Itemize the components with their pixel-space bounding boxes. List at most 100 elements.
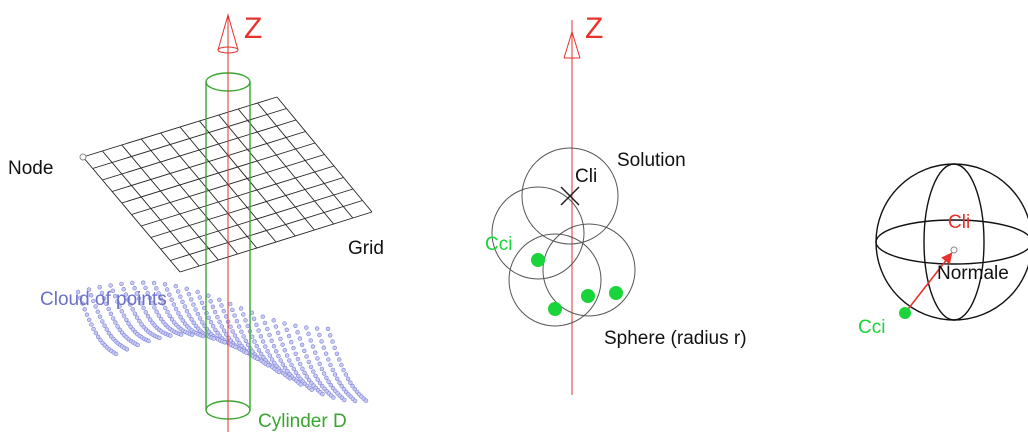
cloud-point (304, 354, 309, 359)
cloud-point (197, 295, 203, 300)
cloud-point (211, 336, 217, 341)
cloud-point (89, 322, 94, 327)
cloud-point (314, 326, 320, 331)
cloud-point (157, 335, 162, 341)
grid-line (141, 165, 335, 227)
cloud-point (148, 317, 153, 322)
cloud-point (345, 376, 351, 381)
cloud-point (165, 287, 170, 292)
cloud-point (152, 305, 157, 310)
cloud-point (317, 332, 322, 338)
cloud-point (162, 282, 168, 287)
cloud-point (334, 351, 340, 356)
cloud-point (228, 324, 233, 329)
cloud-point (273, 324, 279, 329)
cloud-point (306, 359, 311, 365)
z-axis-1 (217, 13, 239, 432)
cloud-point (339, 383, 344, 389)
cloud-point (271, 344, 277, 349)
solution-cross (560, 186, 580, 206)
point-cloud (75, 280, 369, 404)
cloud-point (350, 383, 355, 389)
cloud-point (323, 351, 329, 356)
cloud-point (182, 304, 188, 309)
cloud-point (308, 364, 314, 370)
cloud-point (332, 372, 338, 377)
cloud-point (259, 351, 264, 357)
cloud-point (195, 289, 200, 295)
cloud-point (267, 353, 272, 358)
cloud-point (106, 306, 111, 312)
sphere-solution (521, 147, 619, 245)
grid-line (257, 102, 354, 219)
cloud-point (158, 316, 164, 322)
cloud-point (206, 315, 211, 320)
spheres (491, 147, 636, 327)
cloud-point (113, 351, 119, 357)
cloud-point (282, 348, 287, 353)
cloud-point (313, 350, 318, 355)
cloud-point (278, 358, 283, 363)
cloud-point (230, 307, 235, 313)
cloud-point (276, 353, 281, 359)
cloud-point (233, 344, 238, 350)
cloud-point (208, 320, 214, 325)
cloud-point (179, 332, 184, 337)
cloud-point (324, 375, 329, 380)
cloud-point (132, 311, 138, 316)
cloud-point (97, 285, 102, 290)
cloud-point (178, 294, 183, 299)
cloud-point (271, 318, 276, 323)
cloud-point (108, 283, 113, 288)
cloud-point (82, 307, 87, 312)
cloud-point (117, 327, 123, 332)
cloud-point (123, 292, 129, 297)
cloud-point (267, 332, 272, 338)
cloud-point (121, 313, 127, 318)
cci-point (899, 307, 911, 319)
cloud-point (291, 345, 296, 351)
cloud-point (117, 304, 122, 309)
cloud-point (221, 328, 227, 333)
cloud-point (119, 309, 125, 314)
cloud-point (284, 327, 289, 332)
cloud-point (102, 323, 107, 328)
cloud-point (310, 344, 316, 349)
cloud-point (175, 289, 181, 294)
cloud-point (119, 281, 124, 287)
cloud-point (110, 316, 116, 321)
cloud-point (285, 369, 290, 374)
cloud-point (352, 387, 357, 392)
grid-line (170, 200, 363, 261)
cloud-point (215, 330, 220, 336)
cloud-point (228, 301, 233, 307)
cloud-point (239, 329, 244, 334)
cloud-point (213, 327, 218, 333)
cloud-point (200, 333, 206, 339)
cloud-point (343, 372, 349, 377)
cloud-point (348, 380, 353, 385)
cloud-point (335, 376, 340, 381)
cloud-point (186, 292, 192, 297)
cloud-point (156, 291, 161, 296)
cloud-point (295, 356, 301, 362)
cloud-point (284, 353, 290, 358)
cloud-point (263, 344, 268, 349)
cloud-point (154, 286, 159, 291)
cloud-point (150, 300, 155, 306)
cloud-point (265, 326, 270, 332)
cloud-point (88, 293, 94, 298)
cloud-point (112, 294, 118, 299)
cloud-point (95, 334, 101, 339)
z-axis-label-1: Z (244, 12, 262, 45)
cloud-point (173, 306, 179, 312)
cloud-point (302, 348, 307, 353)
normal-arrow (904, 252, 953, 314)
cloud-point (280, 342, 285, 347)
cli-label: Cli (575, 166, 597, 187)
cloud-point (282, 321, 287, 326)
sphere-centers (531, 253, 623, 316)
cloud-point (254, 343, 259, 349)
cloud-point (101, 296, 107, 301)
sphere-label: Sphere (radius r) (604, 328, 747, 349)
